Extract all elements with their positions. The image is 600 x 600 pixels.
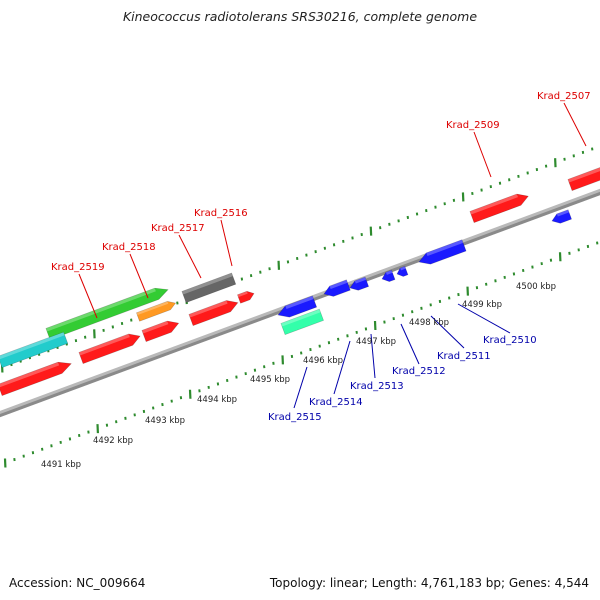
scale-label: 4496 kbp bbox=[303, 356, 343, 366]
reverse-gene-krad-2515[interactable] bbox=[280, 308, 324, 336]
reverse-gene-label[interactable]: Krad_2512 bbox=[392, 366, 446, 377]
forward-gene-label[interactable]: Krad_2509 bbox=[446, 120, 500, 131]
scale-label: 4498 kbp bbox=[409, 318, 449, 328]
forward-gene-b[interactable] bbox=[78, 331, 142, 365]
forward-gene-d-highlight bbox=[237, 291, 248, 298]
forward-gene-krad-2507-body[interactable] bbox=[567, 165, 600, 192]
reverse-gene-d-highlight bbox=[385, 270, 393, 275]
forward-gene-d[interactable] bbox=[237, 289, 255, 304]
reverse-gene-label[interactable]: Krad_2515 bbox=[268, 412, 322, 423]
forward-gene-krad-2509-body[interactable] bbox=[469, 191, 530, 224]
reverse-gene-label[interactable]: Krad_2514 bbox=[309, 397, 363, 408]
forward-gene-c-body[interactable] bbox=[141, 318, 181, 343]
forward-gene-b-body[interactable] bbox=[78, 331, 142, 365]
reverse-gene-label[interactable]: Krad_2513 bbox=[350, 381, 404, 392]
scale-label: 4492 kbp bbox=[93, 436, 133, 446]
forward-gene-krad-2518-body[interactable] bbox=[136, 299, 177, 322]
reverse-gene-krad-2515-highlight bbox=[280, 309, 321, 327]
reverse-gene-b-body[interactable] bbox=[322, 279, 351, 299]
reverse-gene-c[interactable] bbox=[348, 276, 370, 293]
reverse-gene-g[interactable] bbox=[550, 209, 572, 226]
reverse-gene-f[interactable] bbox=[417, 239, 467, 268]
forward-gene-label[interactable]: Krad_2518 bbox=[102, 242, 156, 253]
forward-gene-krad-2517-highlight bbox=[181, 272, 233, 295]
forward-gene-b-highlight bbox=[78, 333, 130, 356]
forward-gene-krad-2516[interactable] bbox=[188, 297, 240, 327]
scale-label: 4500 kbp bbox=[516, 282, 556, 292]
reverse-gene-label[interactable]: Krad_2510 bbox=[483, 335, 537, 346]
forward-gene-krad-2517-body[interactable] bbox=[181, 272, 237, 304]
forward-gene-label[interactable]: Krad_2507 bbox=[537, 91, 591, 102]
forward-label-leader bbox=[129, 253, 149, 299]
reverse-gene-b-highlight bbox=[329, 279, 348, 289]
reverse-gene-a-body[interactable] bbox=[276, 295, 318, 321]
forward-gene-label[interactable]: Krad_2516 bbox=[194, 208, 248, 219]
genome-summary: Topology: linear; Length: 4,761,183 bp; … bbox=[269, 576, 589, 590]
forward-gene-label[interactable]: Krad_2519 bbox=[51, 262, 105, 273]
forward-gene-c[interactable] bbox=[141, 318, 181, 343]
forward-label-leader bbox=[78, 273, 98, 319]
lower-tick-track bbox=[3, 241, 599, 468]
forward-gene-a-body[interactable] bbox=[0, 358, 73, 397]
reverse-gene-label[interactable]: Krad_2511 bbox=[437, 351, 491, 362]
scale-label: 4495 kbp bbox=[250, 375, 290, 385]
forward-gene-label[interactable]: Krad_2517 bbox=[151, 223, 205, 234]
forward-gene-a[interactable] bbox=[0, 358, 73, 397]
forward-label-leader bbox=[563, 102, 587, 147]
forward-gene-krad-2519-highlight bbox=[45, 288, 156, 332]
forward-gene-krad-2507[interactable] bbox=[567, 165, 600, 192]
forward-gene-krad-2509-highlight bbox=[469, 194, 518, 215]
reverse-label-leader bbox=[400, 323, 420, 365]
reverse-label-leader bbox=[430, 315, 465, 349]
scale-label: 4493 kbp bbox=[145, 416, 185, 426]
reverse-gene-d[interactable] bbox=[380, 269, 396, 284]
forward-gene-krad-2507-highlight bbox=[567, 165, 600, 183]
forward-gene-d-body[interactable] bbox=[237, 289, 255, 304]
forward-gene-cyan-body[interactable] bbox=[0, 331, 69, 369]
gene-labels: Krad_2519 Krad_2518 Krad_2517 Krad_2516 Krad… bbox=[51, 91, 591, 423]
gene-features bbox=[0, 165, 600, 397]
reverse-gene-b[interactable] bbox=[322, 279, 351, 299]
reverse-label-leader bbox=[457, 303, 511, 334]
forward-gene-a-highlight bbox=[0, 362, 60, 388]
forward-label-leader bbox=[473, 131, 492, 178]
scale-label: 4499 kbp bbox=[462, 300, 502, 310]
reverse-gene-g-highlight bbox=[556, 209, 570, 217]
scale-label: 4491 kbp bbox=[41, 460, 81, 470]
reverse-gene-a-highlight bbox=[285, 295, 314, 310]
reverse-gene-f-highlight bbox=[426, 239, 464, 257]
scale-labels: 4491 kbp 4492 kbp 4493 kbp 4494 kbp 4495 kbp… bbox=[41, 282, 556, 470]
accession-label: Accession: NC_009664 bbox=[9, 576, 146, 590]
scale-label: 4494 kbp bbox=[197, 395, 237, 405]
reverse-label-leader bbox=[293, 366, 308, 409]
reverse-label-leader bbox=[333, 340, 351, 395]
reverse-gene-e[interactable] bbox=[395, 265, 409, 278]
forward-gene-krad-2516-body[interactable] bbox=[188, 297, 240, 327]
forward-gene-krad-2518[interactable] bbox=[136, 299, 177, 322]
forward-gene-krad-2518-highlight bbox=[136, 301, 169, 316]
forward-gene-cyan-highlight bbox=[0, 332, 65, 360]
forward-gene-krad-2516-highlight bbox=[188, 300, 228, 318]
reverse-gene-d-body[interactable] bbox=[380, 269, 396, 284]
forward-label-leader bbox=[178, 234, 202, 279]
reverse-gene-c-highlight bbox=[354, 277, 367, 284]
reverse-gene-f-body[interactable] bbox=[417, 239, 467, 268]
reverse-label-leader bbox=[370, 333, 376, 379]
forward-gene-krad-2517[interactable] bbox=[181, 272, 237, 304]
reverse-gene-g-body[interactable] bbox=[550, 209, 572, 226]
reverse-gene-e-highlight bbox=[400, 266, 406, 271]
reverse-gene-a[interactable] bbox=[276, 295, 318, 321]
forward-label-leader bbox=[220, 219, 233, 267]
reverse-gene-krad-2515-body[interactable] bbox=[280, 308, 324, 336]
forward-gene-krad-2509[interactable] bbox=[469, 191, 530, 224]
scale-label: 4497 kbp bbox=[356, 337, 396, 347]
reverse-gene-e-body[interactable] bbox=[395, 265, 409, 278]
forward-gene-cyan[interactable] bbox=[0, 331, 69, 369]
label-leader-lines bbox=[78, 102, 587, 409]
map-title: Kineococcus radiotolerans SRS30216, comp… bbox=[122, 9, 478, 24]
reverse-gene-c-body[interactable] bbox=[348, 276, 370, 293]
forward-gene-c-highlight bbox=[141, 321, 169, 334]
